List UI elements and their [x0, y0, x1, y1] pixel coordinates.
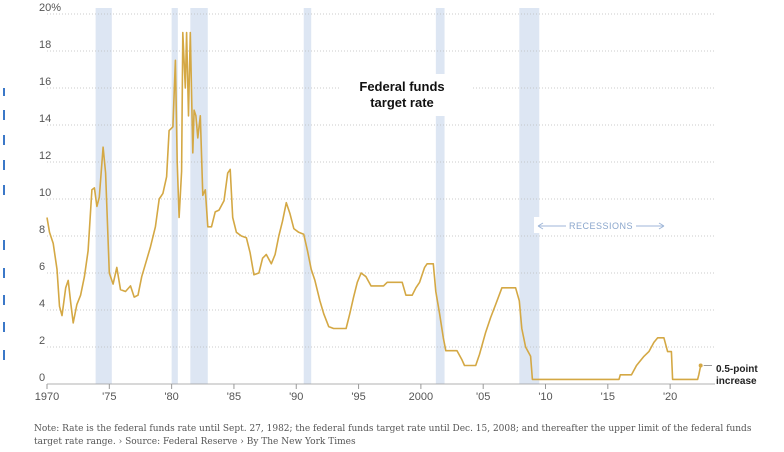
legend-label: RECESSIONS	[569, 221, 633, 231]
x-tick-label: '75	[102, 391, 116, 403]
source-text: Source: Federal Reserve	[125, 437, 238, 447]
recession-band	[190, 8, 208, 384]
chart-title-line-1: Federal funds	[359, 79, 444, 94]
y-tick-label: 0	[39, 372, 45, 384]
series-line-federal-funds-rate	[46, 31, 702, 381]
y-tick-label: 12	[39, 150, 51, 162]
legend-right-arrow-icon	[658, 222, 665, 230]
edge-crop-mark	[3, 322, 5, 332]
y-tick-label: 16	[39, 76, 51, 88]
x-tick-label: 1970	[35, 391, 59, 403]
edge-crop-mark	[3, 268, 5, 278]
note-text: Note: Rate is the federal funds rate unt…	[34, 424, 752, 447]
x-tick-label: '90	[289, 391, 303, 403]
edge-crop-mark	[3, 160, 5, 170]
edge-crop-mark	[3, 135, 5, 145]
y-tick-label: 10	[39, 187, 51, 199]
annotation-line-1: 0.5-point	[716, 364, 758, 375]
edge-crop-mark	[3, 88, 5, 96]
y-tick-label: 2	[39, 335, 45, 347]
edge-crop-mark	[3, 110, 5, 120]
x-tick-label: 2000	[409, 391, 433, 403]
recession-bands	[95, 8, 540, 384]
recession-band	[95, 8, 112, 384]
x-tick-label: '80	[164, 391, 178, 403]
chart-title-line-2: target rate	[370, 95, 434, 110]
series-endpoint-marker	[698, 363, 703, 368]
x-tick-label: '15	[601, 391, 615, 403]
y-tick-label: 20%	[39, 2, 61, 14]
recession-band	[171, 8, 178, 384]
recession-band	[519, 8, 540, 384]
x-tick-label: '95	[351, 391, 365, 403]
end-annotation: 0.5-point increase	[703, 364, 758, 387]
y-axis-ticks: 20% 18 16 14 12 10 8 6 4 2 0	[39, 2, 61, 384]
edge-crop-mark	[3, 350, 5, 360]
annotation-line-2: increase	[716, 376, 757, 387]
grid-lines	[47, 13, 715, 385]
legend-left-arrow-icon	[537, 222, 544, 230]
legend-background	[534, 217, 668, 233]
chart-title: Federal funds target rate	[340, 74, 472, 116]
x-axis-ticks: 1970 '75 '80 '85 '90 '95 2000 '05 '10 '15 '20	[35, 384, 677, 403]
x-tick-label: '10	[538, 391, 552, 403]
separator-icon: ›	[118, 437, 126, 447]
recessions-legend: RECESSIONS	[534, 217, 668, 233]
y-tick-label: 14	[39, 113, 51, 125]
chart-title-background	[340, 74, 472, 116]
x-tick-label: '85	[227, 391, 241, 403]
edge-crop-mark	[3, 295, 5, 305]
edge-crop-mark	[3, 240, 5, 250]
separator-icon: ›	[240, 437, 247, 447]
recession-band	[435, 8, 445, 384]
credit-text: By The New York Times	[246, 437, 356, 447]
x-tick-label: '05	[476, 391, 490, 403]
edge-crop-mark	[3, 185, 5, 195]
chart-footnote: Note: Rate is the federal funds rate unt…	[34, 423, 779, 449]
y-tick-label: 8	[39, 224, 45, 236]
federal-funds-rate-chart: 20% 18 16 14 12 10 8 6 4 2 0 1970 '75 '80 '85 '90 '95 20…	[35, 2, 759, 403]
y-tick-label: 4	[39, 298, 45, 310]
y-tick-label: 18	[39, 39, 51, 51]
y-tick-label: 6	[39, 261, 45, 273]
recession-band	[303, 8, 312, 384]
x-tick-label: '20	[663, 391, 677, 403]
